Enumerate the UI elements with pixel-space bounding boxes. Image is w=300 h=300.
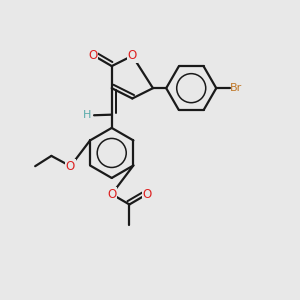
Text: O: O xyxy=(128,49,137,62)
Text: O: O xyxy=(142,188,152,201)
Text: H: H xyxy=(83,110,91,120)
Text: O: O xyxy=(66,160,75,173)
Text: O: O xyxy=(88,49,97,62)
Text: Br: Br xyxy=(230,83,242,93)
Text: O: O xyxy=(107,188,116,201)
